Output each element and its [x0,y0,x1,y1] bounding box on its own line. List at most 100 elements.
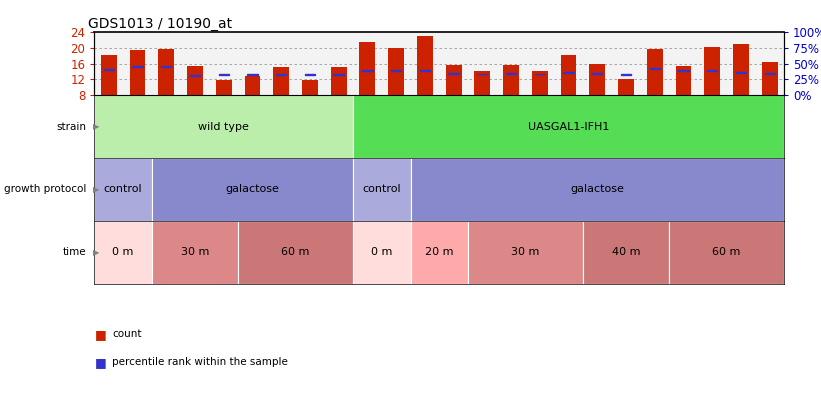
Bar [497,32,525,95]
Bar [468,32,497,95]
Bar [305,74,315,75]
Text: strain: strain [56,122,86,132]
Bar [353,158,410,221]
Text: galactose: galactose [571,184,624,194]
Bar [583,32,612,95]
Bar [448,73,459,74]
Bar [391,70,401,71]
Text: control: control [362,184,401,194]
Bar [353,95,784,158]
Bar [612,32,640,95]
Bar [238,32,267,95]
Bar [736,72,746,73]
Bar [324,32,353,95]
Text: 40 m: 40 m [612,247,640,257]
Bar [733,44,749,95]
Bar [698,32,727,95]
Text: percentile rank within the sample: percentile rank within the sample [112,358,288,367]
Bar [534,74,545,75]
Bar [475,71,490,95]
Bar [218,74,229,75]
Bar [130,50,145,95]
Text: wild type: wild type [199,122,249,132]
Bar [446,64,461,95]
Bar [94,221,152,284]
Bar [525,32,554,95]
Bar [707,70,718,71]
Bar [503,65,519,95]
Bar [704,47,720,95]
Text: galactose: galactose [226,184,279,194]
Bar [676,66,691,95]
Text: growth protocol: growth protocol [4,184,86,194]
Bar [267,32,296,95]
Bar [410,158,784,221]
Bar [94,95,353,158]
Bar [152,221,238,284]
Bar [382,32,410,95]
Bar [439,32,468,95]
Bar [187,66,203,95]
Bar [468,221,583,284]
Bar [152,158,353,221]
Text: GDS1013 / 10190_at: GDS1013 / 10190_at [88,17,232,31]
Bar [561,55,576,95]
Bar [94,158,152,221]
Bar [417,36,433,95]
Bar [101,55,117,95]
Bar [353,32,382,95]
Text: time: time [62,247,86,257]
Bar [94,32,123,95]
Text: 60 m: 60 m [713,247,741,257]
Bar [532,71,548,95]
Bar [190,75,200,76]
Bar [209,32,238,95]
Bar [216,80,232,95]
Bar [477,74,488,75]
Text: control: control [103,184,143,194]
Bar [360,42,375,95]
Bar [618,79,634,95]
Bar [506,73,516,74]
Bar [727,32,755,95]
Text: 20 m: 20 m [425,247,453,257]
Bar [420,70,430,71]
Bar [640,32,669,95]
Bar [762,62,777,95]
Bar [649,68,660,69]
Bar [123,32,152,95]
Bar [158,49,174,95]
Text: 30 m: 30 m [511,247,539,257]
Bar [181,32,209,95]
Text: count: count [112,329,142,339]
Bar [589,64,605,95]
Text: ▶: ▶ [93,247,99,257]
Text: 0 m: 0 m [112,247,134,257]
Bar [296,32,324,95]
Text: ■: ■ [94,356,106,369]
Bar [103,69,114,70]
Bar [647,49,663,95]
Bar [592,73,603,74]
Bar [302,80,318,95]
Bar [669,32,698,95]
Text: ■: ■ [94,328,106,341]
Bar [678,70,689,71]
Bar [152,32,181,95]
Text: UASGAL1-IFH1: UASGAL1-IFH1 [528,122,609,132]
Bar [245,76,260,95]
Bar [132,66,143,67]
Text: ▶: ▶ [93,122,99,131]
Text: 0 m: 0 m [371,247,392,257]
Text: 60 m: 60 m [282,247,310,257]
Bar [276,74,287,75]
Bar [353,221,410,284]
Bar [388,48,404,95]
Bar [333,74,344,75]
Bar [331,66,346,95]
Bar [247,74,258,75]
Bar [583,221,669,284]
Bar [764,73,775,74]
Bar [563,72,574,73]
Text: 30 m: 30 m [181,247,209,257]
